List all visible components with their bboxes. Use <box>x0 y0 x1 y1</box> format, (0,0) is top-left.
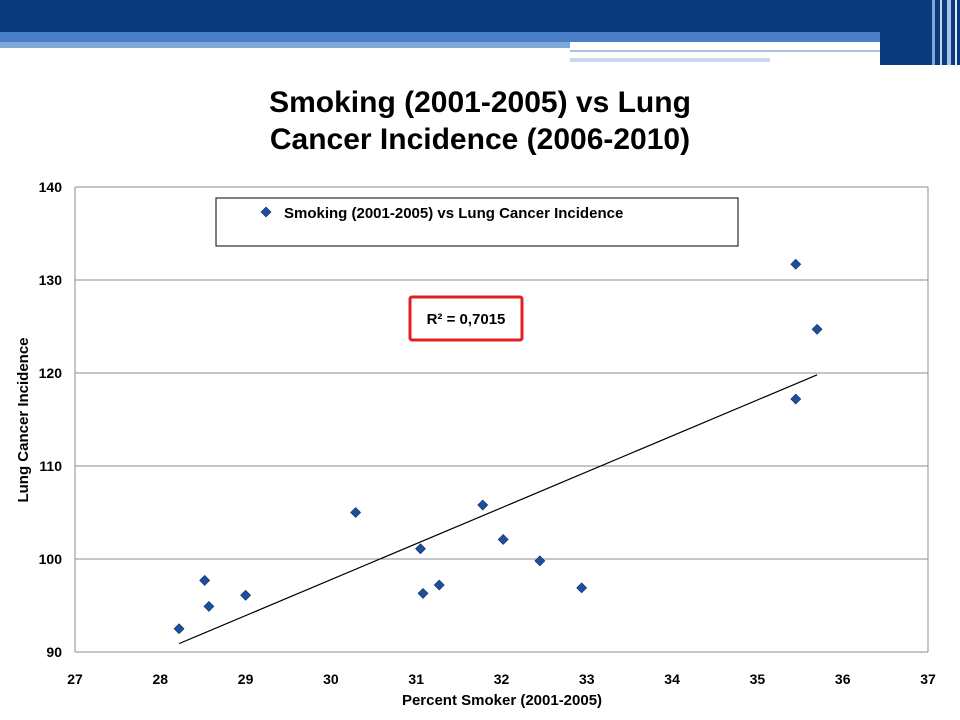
data-point <box>350 507 362 518</box>
data-point <box>173 623 185 635</box>
x-tick-label: 34 <box>664 671 680 687</box>
data-point <box>534 555 546 567</box>
data-point <box>203 601 215 612</box>
x-tick-labels: 27 28 29 30 31 32 33 34 35 36 37 <box>67 671 936 687</box>
header-banner <box>0 0 960 65</box>
y-tick-label: 140 <box>39 179 63 195</box>
x-tick-label: 28 <box>153 671 169 687</box>
data-point <box>576 582 588 594</box>
chart-title-line-2: Cancer Incidence (2006-2010) <box>269 123 691 156</box>
legend-marker-icon <box>260 206 272 218</box>
data-point <box>477 499 489 511</box>
trendline-group <box>178 374 818 645</box>
r2-label: R² = 0,7015 <box>427 311 506 328</box>
banner-right-line-4 <box>955 0 957 65</box>
y-axis-title: Lung Cancer Incidence <box>15 337 32 502</box>
gridlines <box>74 186 929 653</box>
data-points <box>173 258 823 635</box>
x-tick-label: 27 <box>67 671 83 687</box>
x-axis-title: Percent Smoker (2001-2005) <box>402 692 602 709</box>
x-tick-label: 35 <box>750 671 766 687</box>
x-tick-label: 33 <box>579 671 595 687</box>
y-tick-label: 110 <box>39 458 62 474</box>
banner-light-band <box>0 32 930 42</box>
data-point <box>811 323 823 335</box>
r2-annotation: R² = 0,7015 <box>408 295 524 342</box>
banner-light-strip-2 <box>570 50 890 52</box>
legend-box <box>215 197 739 247</box>
trendline <box>178 374 818 645</box>
banner-dark-band <box>0 0 960 32</box>
legend: Smoking (2001-2005) vs Lung Cancer Incid… <box>215 197 739 247</box>
y-tick-labels: 90 100 110 120 130 140 <box>39 179 63 660</box>
data-point <box>497 534 509 545</box>
banner-right-block <box>880 0 960 65</box>
data-point <box>790 393 802 405</box>
data-point <box>415 543 426 555</box>
y-tick-label: 90 <box>46 644 62 660</box>
x-tick-label: 32 <box>494 671 510 687</box>
data-point <box>790 258 802 270</box>
data-point <box>417 587 429 599</box>
banner-light-strip-3 <box>570 58 770 62</box>
banner-light-strip <box>0 42 570 48</box>
chart-title-line-1: Smoking (2001-2005) vs Lung <box>269 86 691 119</box>
y-tick-label: 100 <box>39 551 63 567</box>
banner-right-line-3 <box>947 0 951 65</box>
x-tick-label: 30 <box>323 671 339 687</box>
x-tick-label: 31 <box>408 671 424 687</box>
data-point <box>433 579 445 591</box>
data-point <box>240 589 252 601</box>
x-tick-label: 37 <box>920 671 936 687</box>
banner-right-line-1 <box>932 0 935 65</box>
x-tick-label: 29 <box>238 671 254 687</box>
data-point <box>199 574 211 586</box>
banner-right-line-2 <box>940 0 942 65</box>
r2-box <box>408 295 524 342</box>
legend-label: Smoking (2001-2005) vs Lung Cancer Incid… <box>284 205 623 222</box>
y-tick-label: 120 <box>39 365 63 381</box>
chart-title: Smoking (2001-2005) vs Lung Cancer Incid… <box>180 84 780 158</box>
x-tick-label: 36 <box>835 671 851 687</box>
y-tick-label: 130 <box>39 272 63 288</box>
